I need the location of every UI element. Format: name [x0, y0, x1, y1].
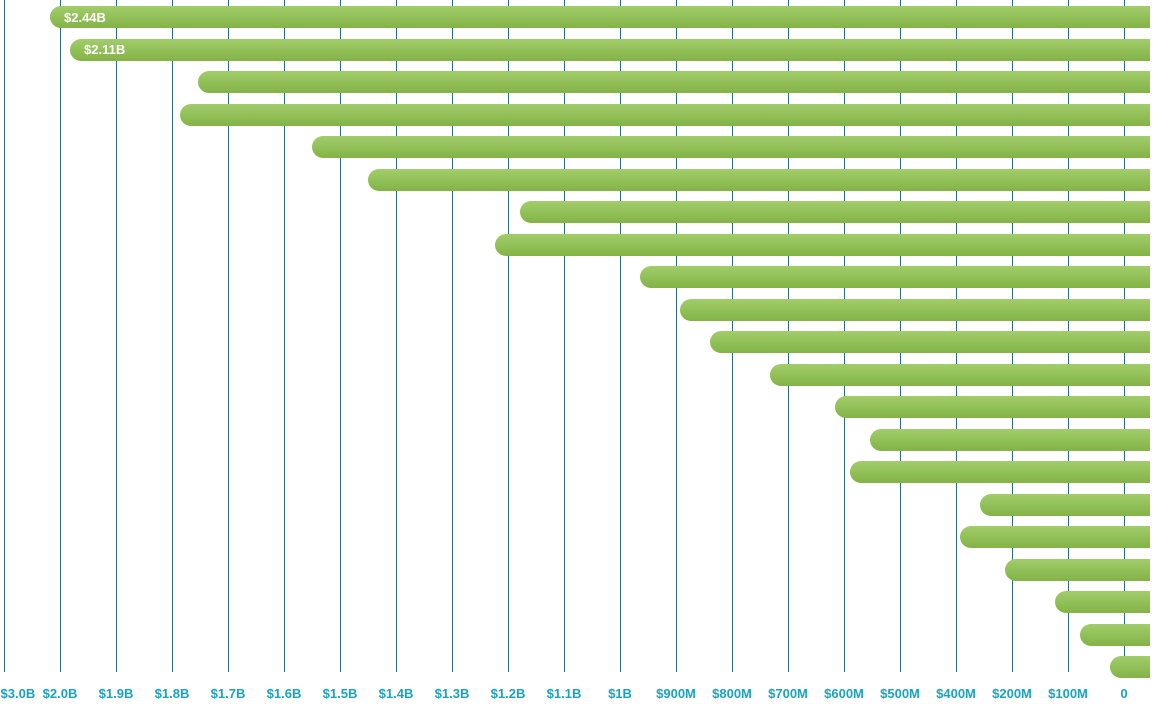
axis-tick-label: $1.1B	[547, 686, 582, 701]
gridline	[60, 0, 61, 672]
bar	[1080, 624, 1150, 646]
axis-tick-label: $900M	[656, 686, 696, 701]
bar	[495, 234, 1150, 256]
bar	[980, 494, 1150, 516]
bar	[850, 461, 1150, 483]
bar	[70, 39, 1150, 61]
bar	[710, 331, 1150, 353]
gridline	[340, 0, 341, 672]
bar	[180, 104, 1150, 126]
gridline	[452, 0, 453, 672]
gridline	[676, 0, 677, 672]
bar	[770, 364, 1150, 386]
bar-value-label: $2.11B	[84, 42, 125, 57]
axis-tick-label: $2.0B	[43, 686, 78, 701]
bar	[960, 526, 1150, 548]
axis-tick-label: $1.7B	[211, 686, 246, 701]
axis-tick-label: $700M	[768, 686, 808, 701]
gridline	[4, 0, 5, 672]
axis-tick-label: $200M	[992, 686, 1032, 701]
axis-tick-label: $1.9B	[99, 686, 134, 701]
bar	[50, 6, 1150, 28]
axis-tick-label: $3.0B	[1, 686, 36, 701]
axis-tick-label: $1.4B	[379, 686, 414, 701]
gridline	[172, 0, 173, 672]
bar	[520, 201, 1150, 223]
axis-tick-label: $1B	[608, 686, 632, 701]
bar	[870, 429, 1150, 451]
bar	[640, 266, 1150, 288]
gridline	[508, 0, 509, 672]
bar-value-label: $2.44B	[64, 10, 106, 25]
gridline	[396, 0, 397, 672]
axis-tick-label: $400M	[936, 686, 976, 701]
gridline	[116, 0, 117, 672]
axis-tick-label: $800M	[712, 686, 752, 701]
horizontal-bar-chart: $2.44B $2.11B $3.0B $2.0B $1.9B $1.8B $1.7B $1.…	[0, 0, 1157, 708]
axis-tick-label: $1.3B	[435, 686, 470, 701]
axis-tick-label: $1.2B	[491, 686, 526, 701]
gridline	[284, 0, 285, 672]
axis-tick-label: $1.6B	[267, 686, 302, 701]
axis-tick-label: 0	[1120, 686, 1127, 701]
bar	[680, 299, 1150, 321]
bar	[1055, 591, 1150, 613]
gridline	[228, 0, 229, 672]
gridline	[620, 0, 621, 672]
gridline	[564, 0, 565, 672]
bar	[1005, 559, 1150, 581]
bar	[835, 396, 1150, 418]
axis-tick-label: $600M	[824, 686, 864, 701]
bar	[368, 169, 1150, 191]
axis-tick-label: $1.5B	[323, 686, 358, 701]
axis-tick-label: $100M	[1048, 686, 1088, 701]
bar	[1110, 656, 1150, 678]
axis-tick-label: $1.8B	[155, 686, 190, 701]
bar	[312, 136, 1150, 158]
axis-tick-label: $500M	[880, 686, 920, 701]
bar	[198, 71, 1150, 93]
